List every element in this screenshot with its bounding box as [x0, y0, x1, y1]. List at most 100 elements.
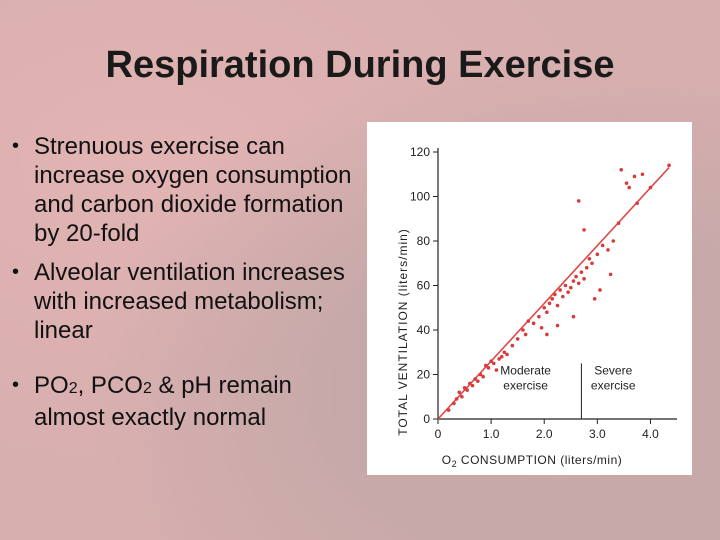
chart-ticks: 0 20 40 60 80 100 120 0 1.0 2.0 3.0 4.0 [410, 145, 659, 441]
data-point [606, 248, 610, 252]
data-point [563, 283, 568, 288]
bullet-dot: • [12, 135, 20, 157]
x-label-rest: CONSUMPTION (liters/min) [457, 453, 622, 467]
data-point [478, 372, 483, 377]
data-point [561, 294, 565, 299]
y-tick-label: 60 [417, 279, 431, 293]
x-tick-label: 0 [435, 427, 442, 441]
bullet-list: • Strenuous exercise can increase oxygen… [8, 132, 358, 442]
data-point [550, 297, 554, 301]
x-tick-label: 2.0 [536, 427, 553, 441]
data-point [587, 257, 592, 261]
data-point [635, 201, 639, 205]
data-point [476, 379, 480, 383]
data-point [470, 383, 475, 388]
bullet-item: • Alveolar ventilation increases with in… [8, 258, 358, 345]
data-point [590, 261, 594, 266]
data-point [510, 343, 515, 348]
x-tick-label: 4.0 [642, 427, 659, 441]
data-point [584, 265, 589, 270]
data-point [576, 199, 581, 203]
region-label: Severe [594, 364, 632, 378]
chart-axes [437, 148, 677, 420]
bullet-dot: • [12, 261, 20, 283]
data-point [491, 361, 496, 366]
data-point [571, 314, 576, 319]
data-point [465, 388, 470, 392]
data-point [446, 408, 451, 412]
data-point [460, 394, 464, 399]
data-point [537, 314, 541, 319]
data-point [555, 323, 560, 328]
data-point [616, 221, 621, 225]
data-point [648, 185, 653, 190]
bullet-text: Alveolar ventilation increases with incr… [34, 259, 345, 344]
ph-text: & pH remain almost exactly normal [34, 372, 292, 431]
data-point [523, 332, 528, 337]
bullet-text: PO2, PCO2 & pH remain almost exactly nor… [34, 372, 292, 431]
data-point [574, 274, 578, 279]
data-point [595, 252, 600, 257]
chart-panel: 0 20 40 60 80 100 120 0 1.0 2.0 3.0 4.0 Moderate exe… [367, 122, 692, 475]
data-point [598, 288, 602, 292]
y-tick-label: 100 [410, 190, 430, 204]
slide-title: Respiration During Exercise [105, 44, 615, 86]
data-point [454, 397, 459, 401]
pco-text: , PCO [77, 372, 143, 399]
data-point [579, 270, 584, 274]
x-tick-label: 1.0 [483, 427, 500, 441]
data-point [486, 366, 491, 370]
y-tick-label: 0 [423, 412, 430, 426]
data-point [531, 321, 536, 326]
x-tick-label: 3.0 [589, 427, 606, 441]
data-point [555, 303, 560, 308]
data-point [627, 185, 631, 190]
data-point [632, 174, 637, 179]
data-point [619, 168, 624, 172]
data-point [545, 310, 549, 314]
x-axis-label: O2 CONSUMPTION (liters/min) [442, 453, 623, 469]
data-point [608, 272, 613, 277]
data-point [553, 292, 557, 297]
data-point [558, 288, 562, 292]
data-point [484, 363, 488, 368]
data-point [468, 381, 472, 386]
bullet-dot: • [12, 374, 20, 396]
data-point [515, 337, 520, 341]
po-subscript: 2 [68, 380, 78, 397]
data-point [539, 325, 544, 330]
data-point [505, 352, 509, 357]
data-point [568, 285, 573, 290]
data-point [494, 368, 499, 372]
data-point [667, 163, 671, 168]
y-tick-label: 40 [417, 323, 431, 337]
bullet-item: • Strenuous exercise can increase oxygen… [8, 132, 358, 248]
x-label-o: O [442, 453, 452, 467]
data-point [473, 377, 477, 381]
data-point [582, 277, 586, 281]
data-point [542, 305, 547, 310]
data-point [582, 228, 586, 232]
data-point [521, 328, 525, 332]
data-point [640, 172, 645, 177]
data-point [547, 301, 552, 306]
x-label-subscript: 2 [452, 459, 458, 469]
y-tick-label: 20 [417, 368, 431, 382]
region-label: exercise [503, 379, 548, 393]
data-point [566, 290, 570, 294]
data-point [452, 401, 456, 406]
data-point [592, 297, 597, 301]
data-point [497, 357, 501, 361]
data-point [545, 332, 549, 337]
data-point [624, 181, 629, 185]
data-point [576, 281, 581, 286]
region-label: exercise [591, 379, 636, 393]
data-point [526, 319, 531, 323]
data-point [462, 386, 467, 390]
data-point [499, 354, 504, 359]
data-point [571, 279, 576, 283]
y-tick-label: 80 [417, 234, 431, 248]
data-point [489, 359, 493, 363]
